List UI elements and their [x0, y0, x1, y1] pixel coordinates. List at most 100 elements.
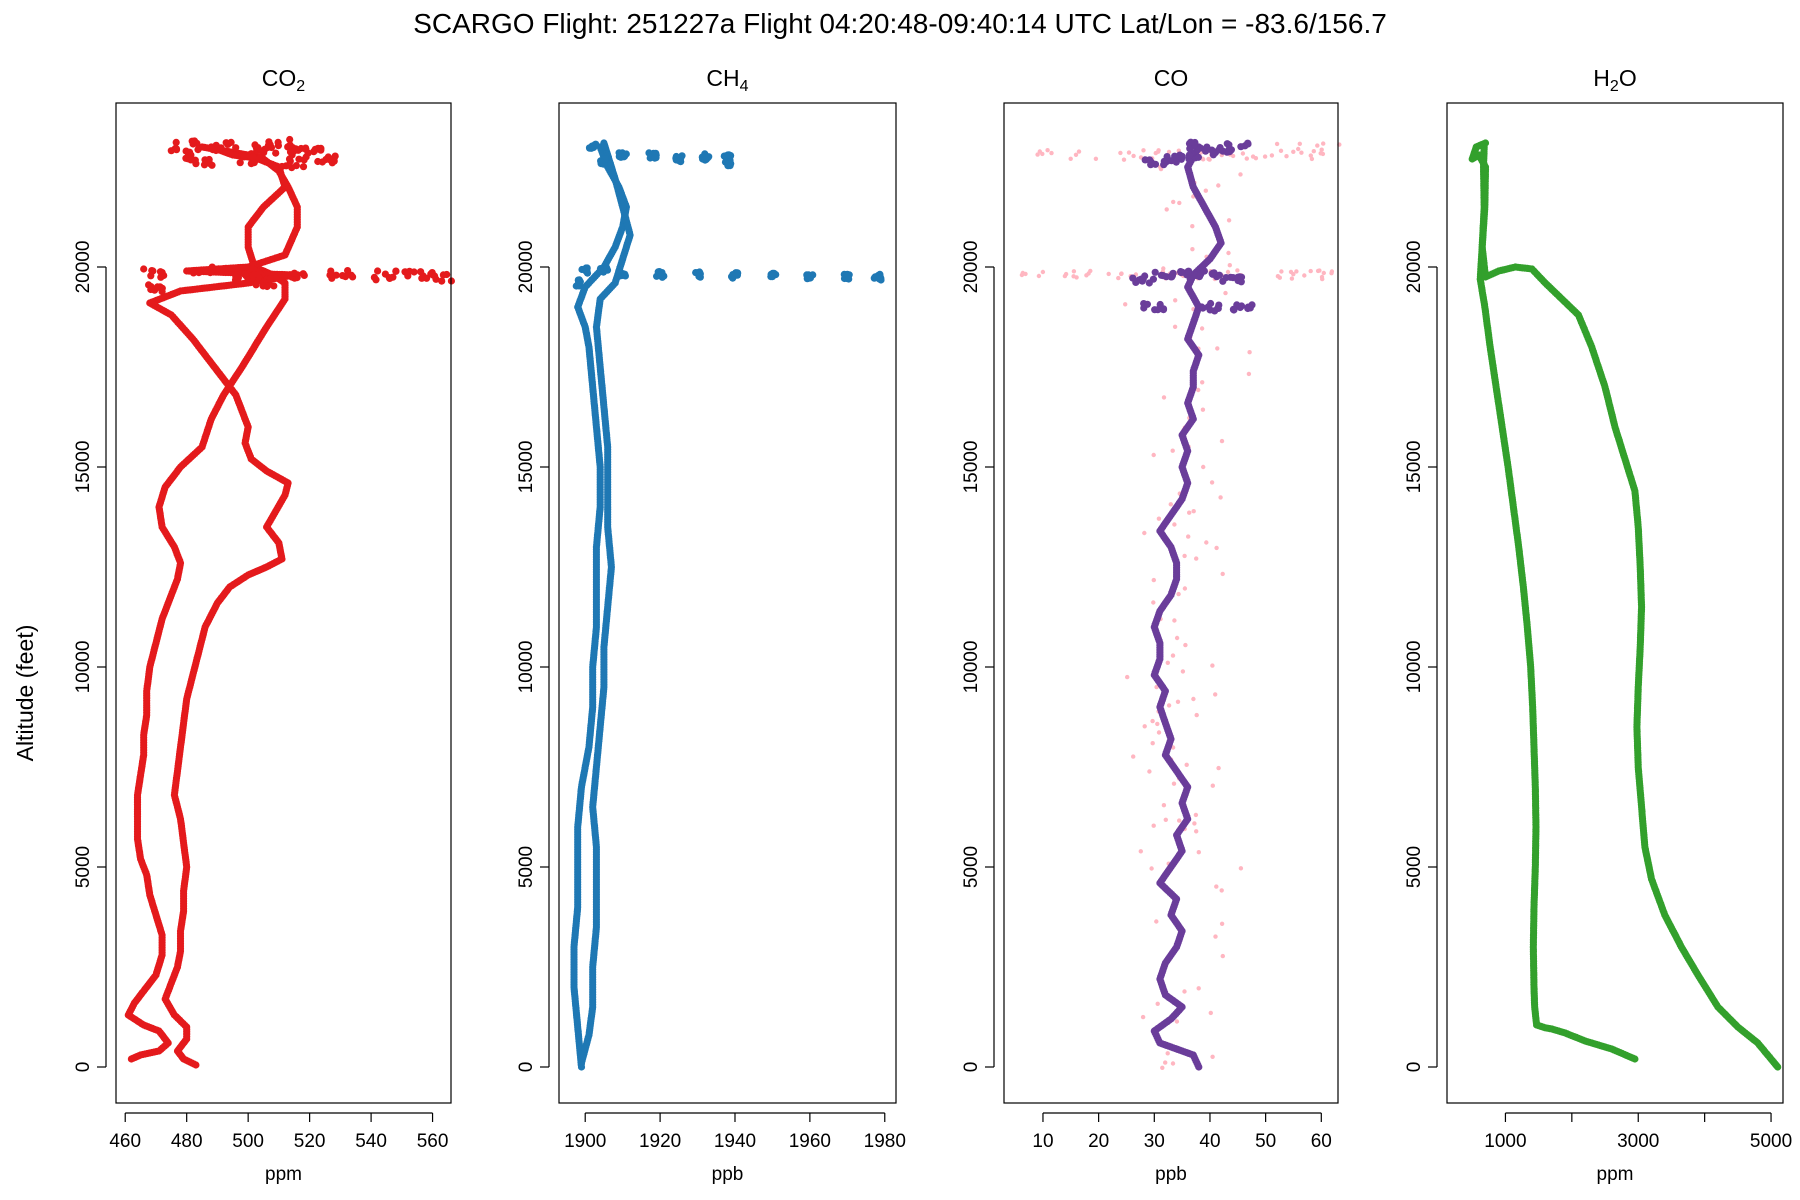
co-point [1178, 152, 1186, 161]
co-point [1119, 271, 1124, 276]
co-point [1168, 502, 1174, 507]
panel-co: CO 10 20 30 40 50 60 ppb 0 5000 10000 15000 20000 [961, 65, 1342, 1185]
co2-point [286, 141, 294, 149]
co-series-averaged [1150, 143, 1225, 1071]
co-point [1229, 305, 1237, 313]
co-point [1240, 151, 1246, 156]
ch4-point [845, 275, 853, 283]
co-point [1172, 324, 1178, 329]
ch4-x-axis-label: ppb [712, 1164, 744, 1185]
co-point [1209, 480, 1215, 485]
co-point [1171, 199, 1176, 205]
ch4-y-tick-label: 15000 [516, 441, 537, 494]
h2o-series-profile_a [1476, 143, 1639, 1063]
co-point [1145, 279, 1153, 287]
co-point [1172, 158, 1180, 166]
co-x-axis-label: ppb [1155, 1164, 1187, 1185]
co2-point [149, 267, 157, 275]
co-point [1170, 653, 1176, 658]
co-point [1237, 278, 1245, 286]
ch4-point [696, 270, 704, 278]
ch4-point [701, 156, 709, 164]
co-point [1246, 371, 1252, 377]
co-point [1199, 304, 1207, 312]
ch4-point [722, 152, 730, 160]
co2-point [302, 145, 310, 153]
co-point [1147, 769, 1152, 774]
co-point [1204, 540, 1209, 545]
co2-point [234, 274, 242, 282]
co2-point [270, 282, 278, 290]
co-point [1187, 138, 1195, 146]
co-point [1284, 154, 1289, 159]
co2-point [172, 138, 180, 146]
ch4-y-tick-label: 0 [516, 1062, 537, 1073]
co-point [1068, 156, 1073, 161]
co-x-tick-label: 10 [1032, 1131, 1053, 1152]
co-point [1131, 754, 1136, 759]
co2-x-tick-label: 540 [355, 1131, 387, 1152]
co2-point [250, 159, 258, 167]
co2-point [188, 137, 196, 145]
co2-y-tick-label: 0 [73, 1062, 94, 1073]
co-x-tick-label: 50 [1255, 1131, 1276, 1152]
ch4-y-tick-label: 20000 [516, 241, 537, 294]
co2-point [249, 153, 257, 161]
co-point [1151, 823, 1156, 828]
co-point [1237, 143, 1245, 151]
ch4-x-tick-label: 1940 [714, 1131, 756, 1152]
co-point [1145, 156, 1153, 164]
co-point [1177, 200, 1182, 206]
co-point [1219, 921, 1225, 926]
co-point [1156, 300, 1164, 309]
co2-point [264, 143, 272, 151]
co-point [1171, 781, 1177, 786]
co-point [1289, 276, 1295, 281]
co-point [1278, 148, 1284, 153]
co-point [1155, 1001, 1160, 1006]
co2-point [205, 155, 213, 164]
co2-point [265, 138, 273, 146]
co-panel-title: CO [1154, 65, 1189, 91]
co2-point [206, 269, 214, 277]
co-point [1227, 263, 1233, 268]
co-point [1214, 304, 1222, 312]
co-point [1182, 553, 1187, 559]
co2-point [188, 155, 196, 163]
co-point [1210, 663, 1215, 668]
co-point [1184, 762, 1189, 767]
co-point [1191, 696, 1196, 702]
co-point [1071, 269, 1077, 274]
co-point [1173, 298, 1178, 303]
co2-point [182, 147, 190, 155]
co2-point [338, 272, 347, 280]
co-point [1194, 556, 1199, 561]
co-point [1201, 464, 1206, 470]
co-point [1250, 154, 1256, 159]
co-point [1196, 850, 1202, 855]
co-point [1116, 275, 1121, 281]
co2-x-tick-label: 460 [109, 1131, 141, 1152]
co2-point [195, 269, 203, 277]
co-x-tick-label: 30 [1144, 1131, 1165, 1152]
co2-y-axis: 0 5000 10000 15000 20000 [73, 241, 107, 1073]
co-point [1161, 395, 1167, 400]
co-point [1020, 270, 1025, 276]
co-point [1200, 407, 1206, 412]
ch4-point [582, 267, 590, 275]
ch4-point [592, 140, 600, 148]
co2-point [266, 275, 274, 283]
co-point [1177, 818, 1182, 823]
co2-point [167, 147, 175, 155]
co-point [1219, 888, 1224, 893]
ch4-point [875, 275, 883, 283]
h2o-y-tick-label: 10000 [1404, 641, 1425, 694]
co-point [1036, 273, 1042, 279]
co-x-tick-label: 20 [1088, 1131, 1109, 1152]
co2-point [317, 146, 325, 154]
co-point [1200, 380, 1205, 385]
co2-point [282, 162, 290, 170]
co2-point [328, 274, 336, 282]
co-point [1247, 350, 1252, 355]
co2-point [299, 163, 308, 171]
